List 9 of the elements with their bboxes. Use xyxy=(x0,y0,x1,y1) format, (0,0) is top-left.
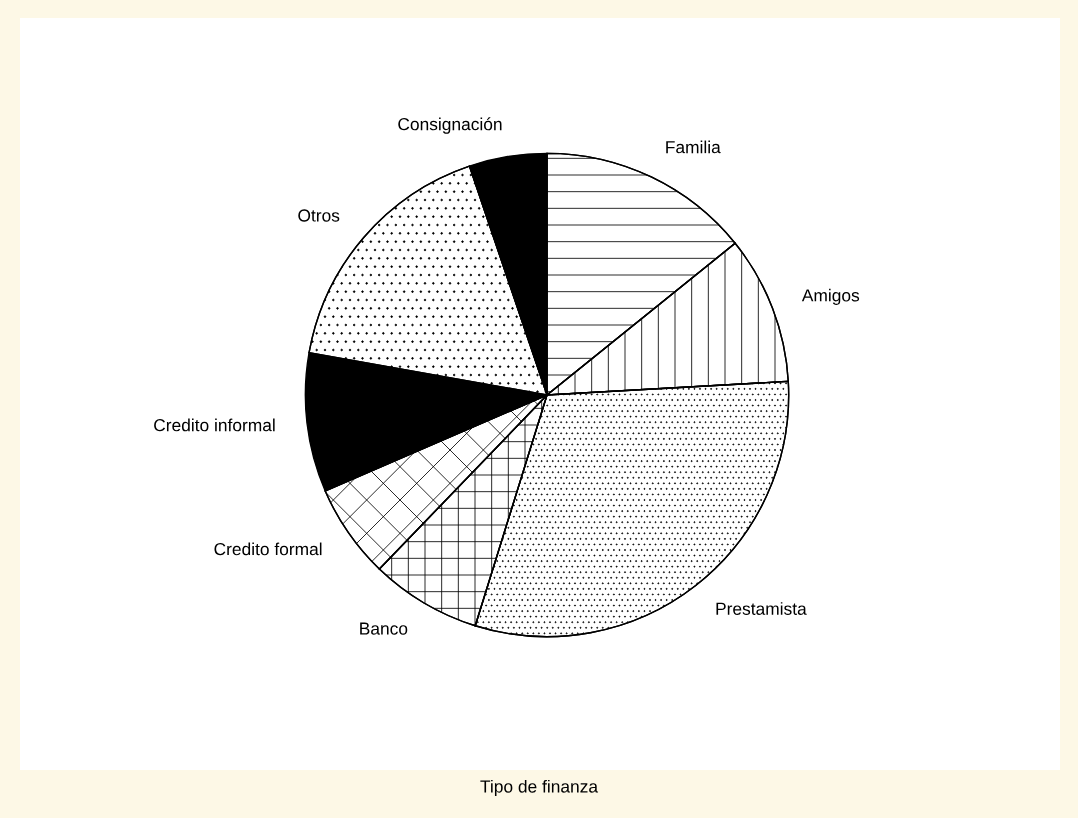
slice-label: Amigos xyxy=(801,288,860,305)
slice-label: Credito informal xyxy=(154,418,275,432)
slice-label: Prestamista xyxy=(716,602,807,615)
slice-label: Otros xyxy=(298,209,340,222)
slice-label: Consignación xyxy=(398,117,502,134)
slice-label: Credito formal xyxy=(214,542,322,556)
slice-label: Familia xyxy=(666,140,721,154)
text: Tipo de finanza xyxy=(480,779,599,797)
slice-label: Banco xyxy=(360,622,408,635)
